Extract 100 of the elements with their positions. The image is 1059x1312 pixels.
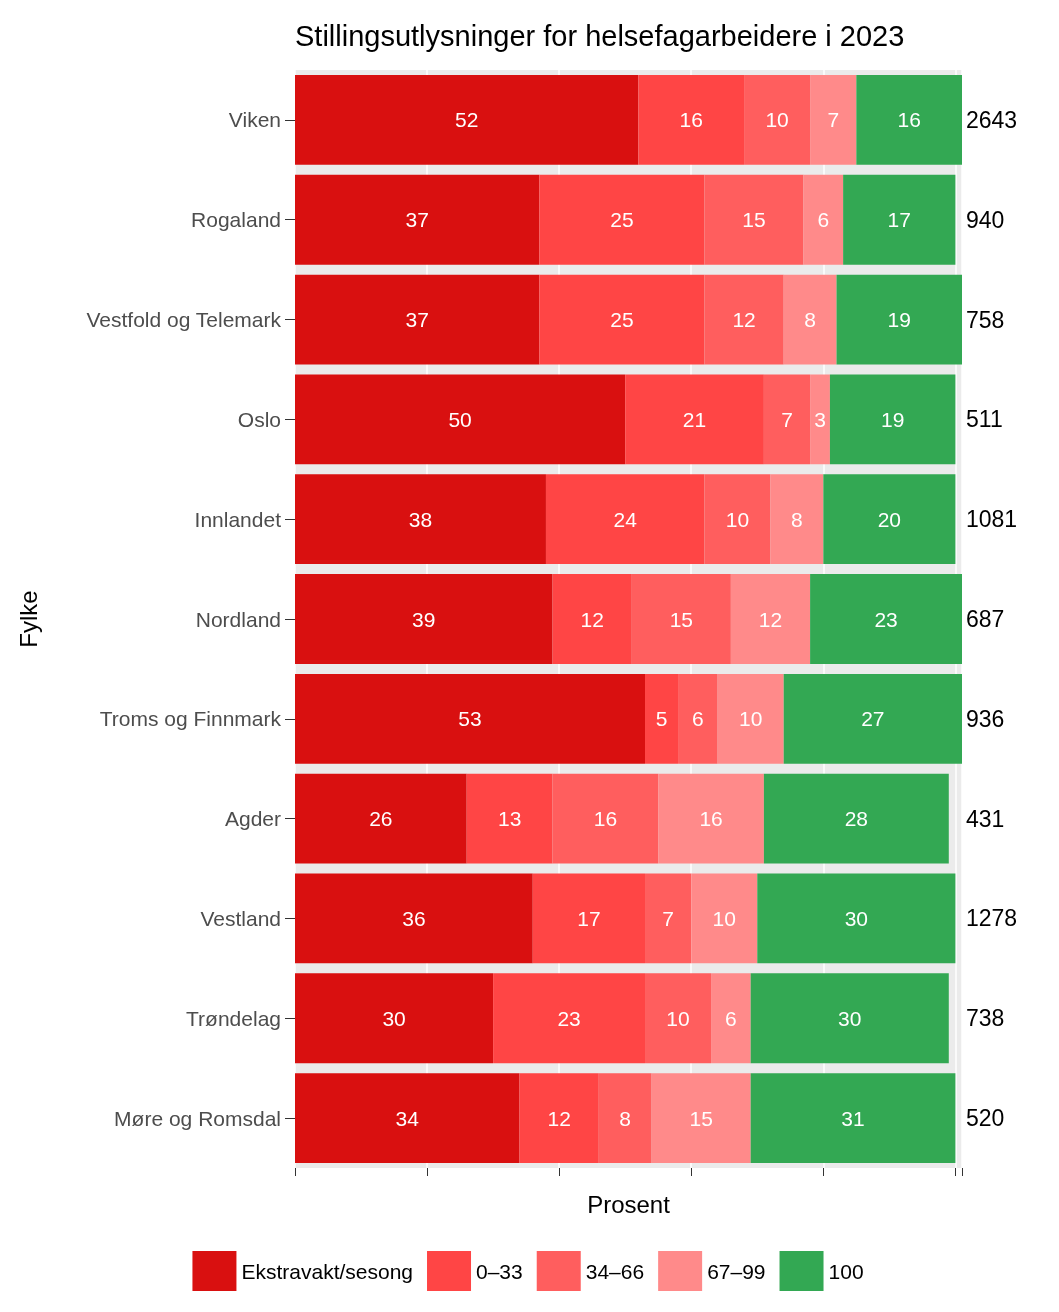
data-label: 17	[577, 906, 601, 930]
data-label: 6	[692, 707, 704, 731]
data-label: 8	[619, 1106, 632, 1130]
y-tick-label: Innlandet	[194, 507, 282, 531]
data-label: 12	[758, 607, 783, 631]
bar	[836, 274, 962, 365]
text: 1278	[966, 905, 1018, 932]
bar	[532, 873, 646, 964]
text: 738	[966, 1005, 1005, 1032]
bar	[598, 1073, 652, 1164]
text: 2643	[966, 106, 1018, 133]
data-label: 10	[765, 108, 789, 132]
bar	[295, 973, 494, 1064]
bar	[810, 574, 962, 664]
y-tick-label: Oslo	[237, 407, 281, 431]
data-label: 12	[580, 607, 604, 631]
data-label: 10	[725, 507, 750, 531]
bar	[770, 474, 824, 565]
data-label: 21	[682, 407, 707, 431]
data-label: 25	[610, 308, 634, 332]
bar	[631, 574, 731, 664]
bar	[744, 74, 811, 165]
data-label: 25	[610, 208, 634, 232]
data-label: 12	[547, 1106, 571, 1130]
y-tick-label: Troms og Finnmark	[99, 707, 282, 731]
data-label: 10	[666, 1006, 690, 1030]
bar	[295, 74, 639, 165]
data-label: 13	[497, 807, 522, 831]
bar	[717, 673, 784, 764]
legend-label: 0–33	[476, 1259, 523, 1283]
bar	[645, 973, 712, 1064]
data-label: 15	[742, 208, 766, 232]
y-tick-label: Vestfold og Telemark	[86, 308, 282, 332]
bar	[295, 374, 626, 465]
bar	[843, 174, 956, 265]
data-label: 30	[838, 1006, 862, 1030]
bar	[829, 374, 956, 465]
data-label: 52	[455, 108, 479, 132]
text: 431	[966, 805, 1005, 832]
bar	[552, 773, 659, 864]
bar	[295, 1073, 520, 1164]
bar	[466, 773, 553, 864]
x-axis-title: Prosent	[587, 1190, 671, 1218]
bar	[704, 274, 784, 365]
data-label: 30	[382, 1006, 406, 1030]
data-label: 27	[861, 707, 885, 731]
data-label: 7	[662, 906, 674, 930]
data-label: 15	[669, 607, 694, 631]
bar	[295, 174, 540, 265]
data-label: 12	[732, 308, 756, 332]
data-label: 15	[689, 1106, 713, 1130]
bar	[810, 374, 830, 465]
text: 936	[966, 705, 1005, 732]
bar	[645, 673, 679, 764]
data-label: 8	[791, 507, 803, 531]
text: 758	[966, 306, 1005, 333]
bar	[295, 673, 646, 764]
bar	[539, 274, 705, 365]
data-label: 23	[557, 1006, 581, 1030]
bar	[552, 574, 632, 664]
data-label: 53	[458, 707, 482, 731]
data-label: 5	[655, 707, 668, 731]
bar	[704, 474, 771, 565]
data-label: 6	[725, 1006, 737, 1030]
data-label: 8	[804, 308, 816, 332]
legend-label: Ekstravakt/sesong	[241, 1259, 414, 1283]
bar	[783, 673, 962, 764]
data-label: 26	[369, 807, 393, 831]
bar	[658, 773, 764, 864]
text: 1081	[966, 506, 1018, 533]
data-label: 20	[877, 507, 902, 531]
bar	[763, 374, 811, 465]
bar	[757, 873, 956, 964]
data-label: 3	[814, 407, 826, 431]
y-axis-title: Fylke	[14, 590, 42, 648]
data-label: 16	[699, 807, 723, 831]
data-label: 10	[712, 906, 736, 930]
legend-label: 100	[828, 1259, 864, 1283]
bar	[678, 673, 718, 764]
text: 940	[966, 206, 1005, 233]
bar	[763, 773, 949, 864]
bar	[493, 973, 646, 1064]
bar	[539, 174, 705, 265]
y-tick-label: Agder	[224, 807, 281, 831]
bar	[295, 574, 553, 664]
bar	[651, 1073, 751, 1164]
bar	[625, 374, 764, 465]
data-label: 36	[402, 906, 426, 930]
bar	[295, 274, 540, 365]
bar	[691, 873, 758, 964]
bar	[783, 274, 837, 365]
y-tick-label: Viken	[228, 108, 281, 132]
bar	[519, 1073, 599, 1164]
data-label: 23	[874, 607, 898, 631]
bar	[545, 474, 705, 565]
bar	[638, 74, 745, 165]
y-tick-label: Trøndelag	[186, 1006, 281, 1030]
data-label: 30	[844, 906, 869, 930]
data-label: 38	[408, 507, 433, 531]
data-label: 19	[887, 308, 911, 332]
